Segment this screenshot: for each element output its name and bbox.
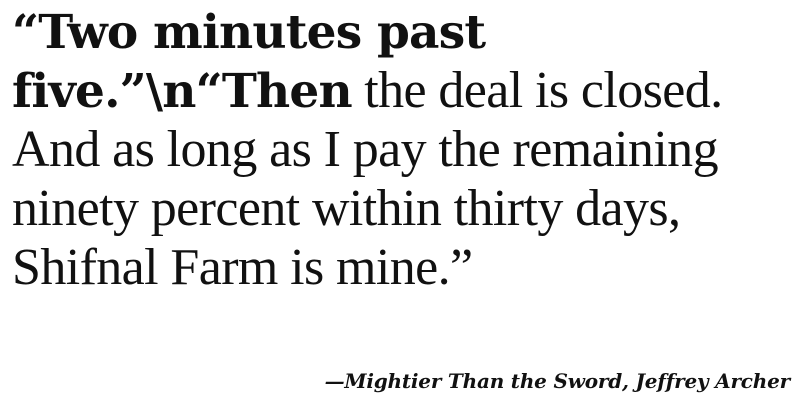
quote-attribution: —Mightier Than the Sword, Jeffrey Archer (324, 369, 791, 393)
quote-text: “Two minutes past five.”\n“Then the deal… (12, 4, 792, 298)
quote-bold-lead: “Two minutes past five.”\n“Then (12, 5, 486, 119)
quote-body: the deal is closed. And as long as I pay… (12, 62, 723, 296)
